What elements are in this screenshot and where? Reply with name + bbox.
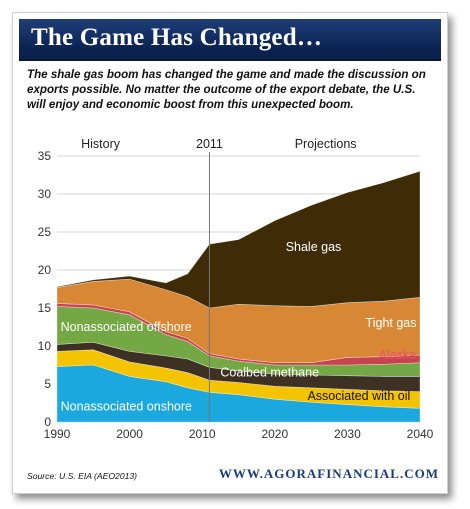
x-tick-label: 2030 [334,427,361,441]
stacked-area-chart: 0 5 10 15 20 25 30 35 1990 2000 2010 2020 2030 2040 Hi… [38,137,434,441]
series-label-nonassociated-onshore: Nonassociated onshore [61,400,192,414]
y-tick-label: 35 [38,149,52,163]
chart-card: The Game Has Changed… The shale gas boom… [12,12,448,494]
series-label-nonassociated-offshore: Nonassociated offshore [61,320,192,334]
series-label-tight-gas: Tight gas [366,316,417,330]
title-banner: The Game Has Changed… [19,19,441,61]
series-area-shale-gas [56,170,421,309]
y-tick-label: 25 [38,225,52,239]
annotation-year: 2011 [196,137,223,151]
y-tick-label: 5 [44,377,51,391]
series-label-alaska: Alaska [379,348,417,362]
website-link[interactable]: WWW.AGORAFINANCIAL.COM [218,466,439,481]
y-tick-label: 10 [38,339,52,353]
source-note: Source: U.S. EIA (AEO2013) [27,471,138,481]
y-tick-label: 15 [38,301,52,315]
series-label-shale-gas: Shale gas [286,240,342,254]
x-tick-label: 2010 [189,427,216,441]
y-tick-label: 30 [38,187,52,201]
banner-title: The Game Has Changed… [31,24,323,51]
x-tick-label: 2020 [261,427,288,441]
y-tick-label: 20 [38,263,52,277]
x-tick-label: 1990 [44,427,71,441]
y-tick-label: 0 [44,415,51,429]
annotation-history: History [81,137,121,151]
x-tick-label: 2040 [407,427,434,441]
series-label-associated-with-oil: Associated with oil [307,389,410,403]
x-tick-label: 2000 [116,427,143,441]
chart-subtitle: The shale gas boom has changed the game … [27,68,426,111]
series-label-coalbed-methane: Coalbed methane [220,365,319,379]
annotation-projections: Projections [295,137,357,151]
